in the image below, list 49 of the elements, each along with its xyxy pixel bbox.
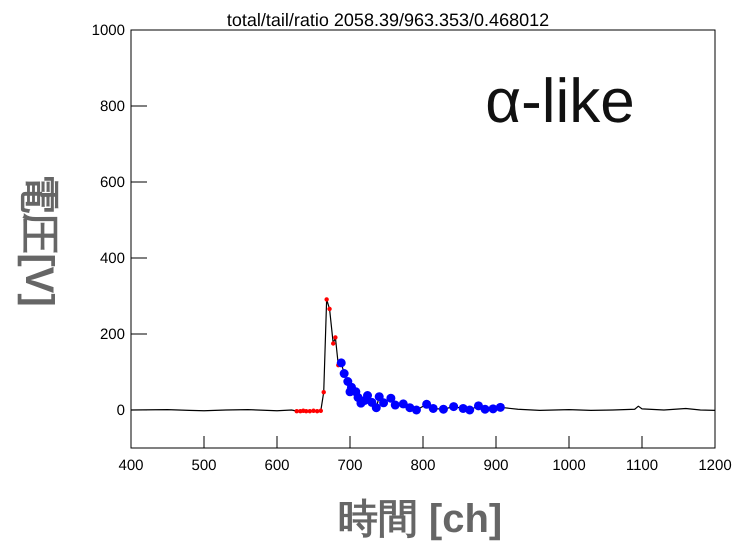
y-tick-label: 1000	[92, 22, 125, 39]
point	[324, 297, 329, 302]
x-tick-label: 1100	[626, 457, 658, 474]
point	[336, 358, 346, 368]
point	[308, 408, 312, 414]
point	[398, 399, 408, 408]
point	[304, 408, 308, 414]
point	[314, 408, 320, 414]
point	[311, 408, 316, 413]
point	[449, 402, 458, 412]
x-tick-label: 400	[118, 457, 144, 474]
x-tick-label: 1200	[698, 457, 732, 474]
point	[372, 403, 381, 412]
point	[480, 404, 490, 414]
point	[374, 392, 384, 402]
point	[496, 402, 505, 412]
x-tick-label: 700	[337, 457, 363, 474]
y-tick-label: 800	[100, 98, 125, 115]
x-tick-label: 800	[410, 457, 436, 474]
y-tick-label: 600	[100, 174, 125, 191]
point	[438, 404, 448, 414]
point	[390, 400, 400, 410]
chart-title: total/tail/ratio 2058.39/963.353/0.468012	[226, 10, 550, 30]
point	[412, 406, 421, 414]
point	[318, 408, 323, 413]
y-tick-label: 200	[100, 326, 125, 343]
x-axis-title: 時間 [ch]	[338, 497, 502, 541]
point	[327, 306, 332, 312]
y-tick-label: 0	[116, 402, 125, 419]
x-tick-label: 1000	[552, 457, 586, 474]
point	[322, 390, 326, 394]
point	[379, 398, 388, 408]
point	[294, 408, 299, 414]
point	[340, 369, 349, 378]
point	[474, 401, 483, 410]
y-tick-label: 400	[100, 250, 125, 267]
x-tick-label: 500	[191, 457, 217, 474]
annotation: α-like	[485, 67, 635, 136]
x-tick-label: 900	[483, 457, 509, 474]
point	[488, 404, 498, 414]
point	[363, 391, 372, 400]
point	[331, 341, 336, 346]
x-tick-label: 600	[264, 457, 290, 474]
point	[333, 335, 338, 340]
y-axis-title: 電圧[V]	[17, 173, 61, 307]
point	[465, 406, 474, 414]
point	[386, 394, 396, 403]
point	[422, 400, 432, 409]
point	[428, 404, 438, 413]
